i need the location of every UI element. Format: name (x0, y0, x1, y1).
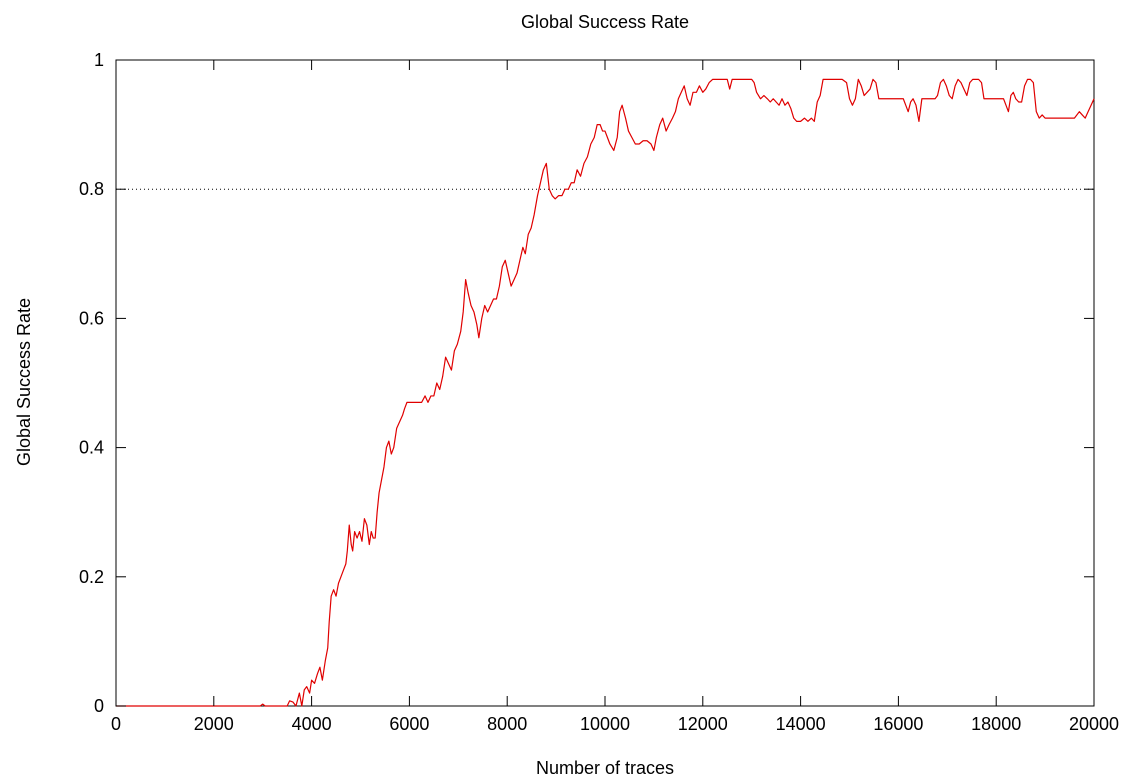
x-tick-label: 18000 (971, 714, 1021, 734)
x-axis: 0 2000 4000 6000 8000 10000 12000 14000 16000 180… (111, 60, 1119, 734)
x-tick-label: 20000 (1069, 714, 1119, 734)
plot-frame (115, 59, 1095, 707)
series-line (116, 78, 1095, 707)
series-group (116, 78, 1095, 707)
x-tick-label: 6000 (389, 714, 429, 734)
y-axis: 0 0.2 0.4 0.6 0.8 1 (79, 50, 1094, 716)
plot-border (115, 59, 1095, 707)
y-tick-label: 0.2 (79, 567, 104, 587)
y-tick-label: 0.4 (79, 438, 104, 458)
x-tick-label: 12000 (678, 714, 728, 734)
y-tick-label: 0.6 (79, 308, 104, 328)
x-tick-label: 4000 (292, 714, 332, 734)
x-tick-label: 8000 (487, 714, 527, 734)
x-tick-label: 14000 (776, 714, 826, 734)
chart-title: Global Success Rate (521, 12, 689, 32)
x-tick-label: 0 (111, 714, 121, 734)
x-tick-label: 16000 (873, 714, 923, 734)
y-axis-title: Global Success Rate (14, 298, 34, 466)
y-tick-label: 0 (94, 696, 104, 716)
x-tick-label: 2000 (194, 714, 234, 734)
x-tick-label: 10000 (580, 714, 630, 734)
y-tick-label: 1 (94, 50, 104, 70)
y-tick-label: 0.8 (79, 179, 104, 199)
x-axis-title: Number of traces (536, 758, 674, 778)
